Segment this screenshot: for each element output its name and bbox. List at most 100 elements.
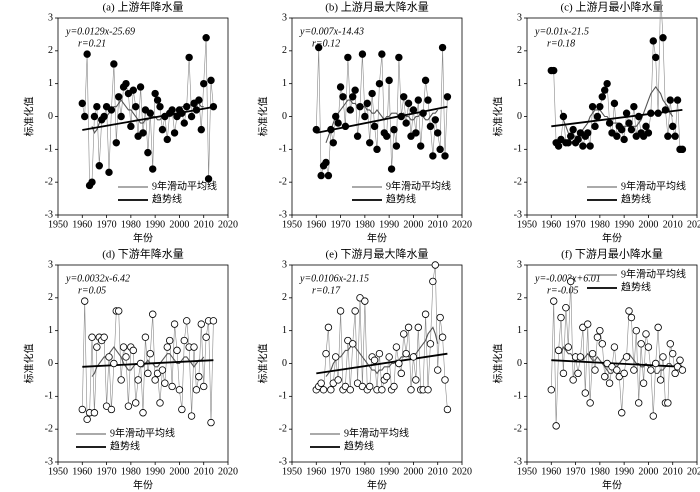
data-point — [426, 340, 435, 348]
data-point — [110, 359, 118, 368]
data-point — [569, 125, 577, 134]
trend-line — [82, 106, 214, 131]
data-point — [647, 109, 655, 117]
data-point — [605, 379, 614, 387]
legend-label: 9年滑动平均线 — [621, 267, 686, 280]
data-point — [547, 386, 555, 394]
data-point — [168, 382, 176, 391]
y-tick-label: -1 — [45, 144, 53, 155]
moving-average-line — [325, 99, 439, 143]
x-tick-label: 1970 — [331, 219, 351, 230]
x-tick-label: 1980 — [355, 219, 375, 230]
data-point — [322, 158, 330, 167]
legend-label: 9年滑动平均线 — [152, 179, 217, 192]
annotation: r=0.21 — [78, 38, 106, 49]
data-point — [441, 376, 449, 384]
panel: (f) 下游月最小降水量 1950 1960 1970 1980 1990 2000 2010… — [491, 247, 700, 492]
y-tick-label: 1 — [48, 325, 53, 336]
data-point — [564, 139, 572, 147]
x-axis-label: 年份 — [367, 231, 387, 244]
data-point — [407, 386, 415, 394]
x-tick-label: 2020 — [687, 466, 700, 477]
data-point — [105, 353, 113, 361]
data-point — [146, 109, 154, 117]
data-point — [127, 122, 135, 131]
data-point — [158, 366, 167, 374]
legend-label: 趋势线 — [344, 439, 374, 452]
legend-label: 趋势线 — [386, 192, 416, 205]
data-point — [173, 346, 181, 355]
data-point — [618, 125, 626, 134]
data-point — [134, 376, 142, 384]
data-point — [207, 76, 215, 85]
panel: (c) 上游月最小降水量 1950 1960 1970 1980 1990 2000 2010… — [491, 0, 700, 244]
legend-label: 趋势线 — [621, 192, 651, 205]
y-tick-label: 3 — [517, 259, 522, 270]
data-point — [593, 333, 602, 341]
x-tick-label: 2010 — [428, 466, 448, 477]
data-point — [327, 125, 335, 134]
data-point — [635, 112, 643, 121]
data-point — [339, 93, 347, 101]
data-point — [417, 142, 425, 150]
data-point — [438, 43, 447, 52]
data-point — [438, 333, 447, 341]
data-point — [412, 129, 420, 137]
data-point — [434, 366, 442, 374]
moving-average-line — [325, 326, 439, 377]
data-point — [550, 66, 558, 75]
data-point — [151, 376, 159, 384]
data-point — [431, 116, 439, 124]
data-point — [409, 106, 418, 114]
data-point — [373, 145, 381, 154]
x-axis-label: 年份 — [133, 231, 153, 244]
data-point — [117, 376, 125, 384]
data-point — [146, 349, 154, 358]
panel-title: (c) 上游月最小降水量 — [561, 0, 664, 14]
y-tick-label: -1 — [279, 144, 287, 155]
data-point — [312, 125, 320, 134]
data-point — [180, 336, 188, 345]
data-point — [370, 122, 379, 131]
data-point — [637, 340, 645, 348]
data-point — [366, 382, 374, 391]
data-point — [390, 125, 398, 134]
data-point — [588, 102, 597, 111]
x-tick-label: 2020 — [687, 219, 700, 230]
panel-title: (f) 下游月最小降水量 — [561, 247, 663, 261]
data-point — [336, 83, 345, 91]
y-tick-label: -2 — [45, 423, 53, 434]
data-point — [332, 112, 340, 121]
data-point — [119, 343, 128, 351]
data-point — [436, 313, 444, 322]
annotation: r=0.18 — [547, 38, 575, 49]
x-tick-label: 1990 — [145, 219, 165, 230]
data-point — [620, 369, 628, 378]
x-tick-label: 2000 — [169, 219, 189, 230]
annotation: r=-0.05 — [547, 285, 578, 296]
data-point — [620, 135, 628, 144]
data-point — [431, 261, 439, 269]
x-tick-label: 1950 — [282, 219, 302, 230]
data-point — [370, 356, 379, 364]
y-tick-label: 0 — [517, 111, 522, 122]
data-point — [180, 119, 188, 127]
data-point — [647, 366, 655, 374]
x-axis-label: 年份 — [133, 478, 153, 491]
data-point — [644, 343, 653, 351]
x-tick-label: 1980 — [121, 219, 141, 230]
data-point — [588, 349, 597, 358]
data-point — [209, 102, 218, 111]
data-point — [569, 376, 577, 384]
y-tick-label: 0 — [48, 111, 53, 122]
y-tick-label: 0 — [48, 358, 53, 369]
data-point — [673, 96, 682, 104]
y-tick-label: 0 — [282, 358, 287, 369]
panel: (e) 下游月最大降水量 1950 1960 1970 1980 1990 2000 2010… — [256, 247, 472, 492]
data-point — [81, 112, 89, 121]
moving-average-line — [91, 346, 205, 377]
legend-label: 9年滑动平均线 — [621, 179, 686, 192]
y-axis-label: 标准化值 — [22, 344, 35, 384]
